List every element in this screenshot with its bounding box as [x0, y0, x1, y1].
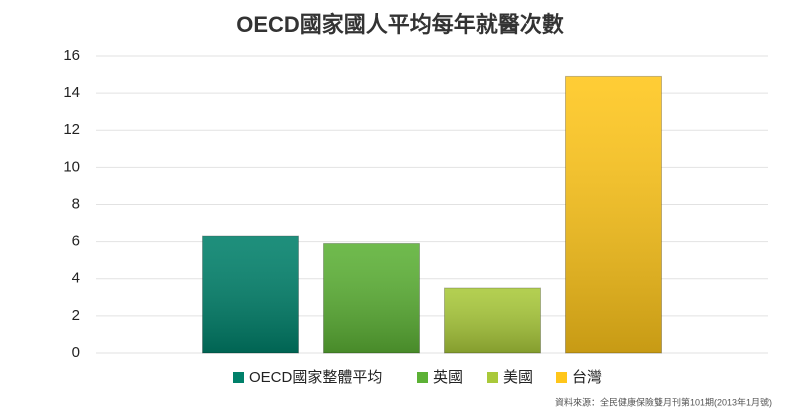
y-tick-label: 0	[72, 344, 80, 361]
bar	[323, 242, 420, 354]
chart-title: OECD國家國人平均每年就醫次數	[236, 12, 564, 37]
source-note: 資料來源：全民健康保險雙月刊第101期(2013年1月號)	[555, 396, 772, 407]
bar	[444, 287, 541, 354]
legend-label: OECD國家整體平均	[249, 369, 382, 386]
legend-label: 美國	[503, 369, 533, 386]
y-tick-label: 6	[72, 233, 80, 250]
legend-swatch	[233, 372, 244, 383]
y-tick-label: 2	[72, 307, 80, 324]
y-tick-label: 14	[63, 84, 80, 101]
legend-swatch	[556, 372, 567, 383]
legend-swatch	[487, 372, 498, 383]
bar	[565, 75, 662, 354]
y-tick-label: 4	[72, 270, 80, 287]
y-tick-label: 10	[63, 158, 80, 175]
legend-label: 台灣	[572, 369, 602, 386]
legend-label: 英國	[433, 368, 463, 386]
legend-swatch	[417, 372, 428, 383]
y-tick-label: 16	[63, 47, 80, 64]
y-tick-label: 8	[72, 195, 80, 212]
bar	[202, 235, 299, 354]
y-tick-label: 12	[63, 121, 80, 138]
